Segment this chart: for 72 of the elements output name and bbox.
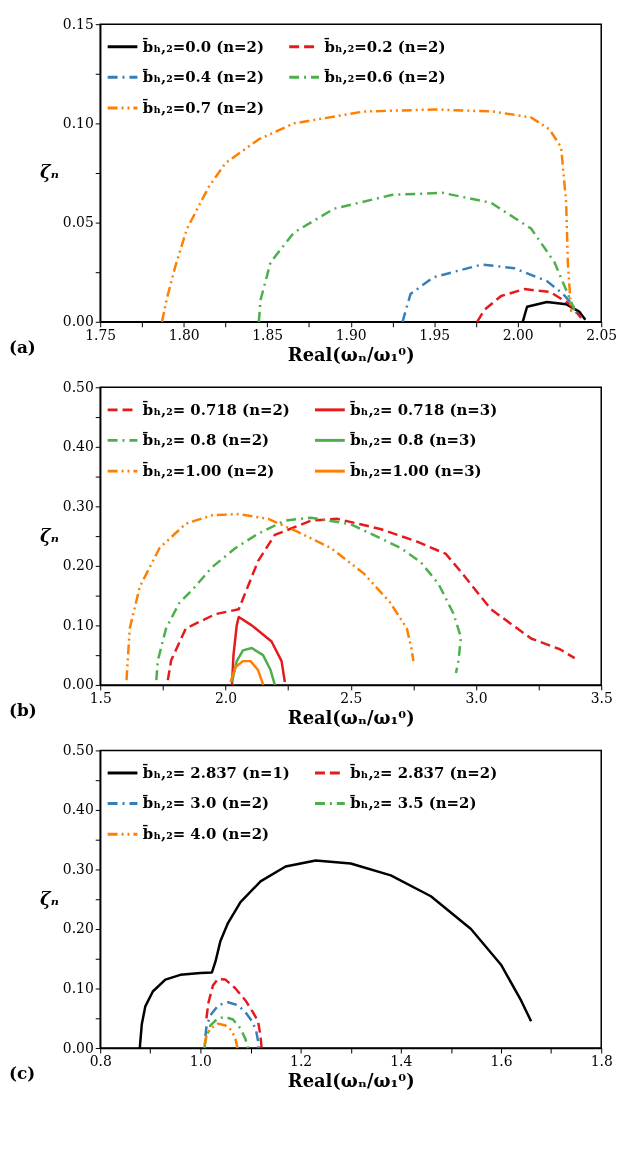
line-series	[205, 977, 263, 1050]
x-tick-label: 1.2	[290, 1053, 313, 1070]
y-tick-label: 0.05	[62, 214, 94, 231]
y-tick-label: 0.00	[62, 313, 94, 330]
y-tick-label: 0.30	[62, 497, 94, 514]
x-tick-label: 3.5	[590, 690, 613, 707]
legend-label: b̄ₕ,₂= 0.718 (n=2)	[141, 400, 290, 419]
y-axis-title: ζₙ	[40, 887, 59, 909]
text: (a)	[8, 336, 36, 357]
line-series	[230, 646, 277, 687]
x-tick-label: 1.85	[252, 327, 284, 344]
legend-label: b̄ₕ,₂= 0.8 (n=2)	[141, 430, 270, 450]
x-tick-label: 1.6	[490, 1053, 513, 1070]
y-tick-label: 0.40	[62, 801, 94, 818]
y-axis-title: ζₙ	[40, 161, 59, 183]
text: (b)	[8, 699, 37, 720]
legend-label: b̄ₕ,₂= 3.0 (n=2)	[141, 793, 270, 813]
y-tick-label: 0.30	[62, 860, 94, 877]
x-tick-label: 1.5	[89, 690, 112, 707]
legend-label: b̄ₕ,₂=1.00 (n=3)	[349, 461, 482, 481]
line-series	[257, 191, 576, 324]
line-series	[166, 517, 576, 682]
legend-label: b̄ₕ,₂= 2.837 (n=2)	[349, 763, 498, 782]
x-tick-label: 2.00	[502, 327, 534, 344]
x-tick-label: 2.0	[214, 690, 237, 707]
legend-label: b̄ₕ,₂=0.6 (n=2)	[323, 67, 446, 87]
y-tick-label: 0.20	[62, 557, 94, 574]
legend-label: b̄ₕ,₂=0.4 (n=2)	[141, 67, 264, 87]
y-tick-label: 0.10	[62, 979, 94, 996]
x-axis-title: Real(ωₙ/ω₁⁰)	[287, 344, 415, 365]
x-tick-label: 2.05	[586, 327, 618, 344]
x-tick-label: 1.95	[419, 327, 451, 344]
y-tick-label: 0.00	[62, 1039, 94, 1056]
legend-label: b̄ₕ,₂=0.2 (n=2)	[323, 37, 446, 56]
line-series	[203, 1015, 250, 1050]
y-tick-label: 0.40	[62, 438, 94, 455]
x-tick-label: 1.4	[390, 1053, 413, 1070]
x-tick-label: 1.90	[335, 327, 367, 344]
line-series	[155, 516, 463, 682]
x-tick-label: 1.75	[85, 327, 117, 344]
y-tick-label: 0.50	[62, 378, 94, 395]
x-tick-label: 1.80	[168, 327, 200, 344]
x-axis-title: Real(ωₙ/ω₁⁰)	[287, 1070, 415, 1092]
x-tick-label: 1.8	[590, 1053, 613, 1070]
y-axis-title: ζₙ	[40, 524, 59, 546]
line-series	[204, 1000, 260, 1050]
y-tick-label: 0.10	[62, 114, 94, 131]
line-series	[203, 1022, 239, 1050]
y-tick-label: 0.00	[62, 676, 94, 693]
x-tick-label: 1.0	[189, 1053, 212, 1070]
x-tick-label: 3.0	[465, 690, 488, 707]
legend-label: b̄ₕ,₂=0.0 (n=2)	[141, 37, 264, 56]
y-tick-label: 0.50	[62, 741, 94, 758]
line-series	[401, 263, 578, 324]
x-tick-label: 0.8	[89, 1053, 112, 1070]
y-tick-label: 0.15	[62, 15, 94, 32]
line-series	[475, 287, 583, 324]
legend-label: b̄ₕ,₂= 0.8 (n=3)	[349, 430, 477, 450]
x-axis-title: Real(ωₙ/ω₁⁰)	[287, 707, 415, 729]
legend-label: b̄ₕ,₂= 3.5 (n=2)	[349, 793, 477, 813]
line-series	[229, 659, 265, 687]
y-tick-label: 0.10	[62, 616, 94, 633]
legend-label: b̄ₕ,₂=0.7 (n=2)	[141, 98, 264, 117]
legend-label: b̄ₕ,₂=1.00 (n=2)	[141, 461, 275, 481]
legend-label: b̄ₕ,₂= 0.718 (n=3)	[349, 400, 498, 419]
line-series	[230, 615, 287, 687]
y-tick-label: 0.20	[62, 920, 94, 937]
x-tick-label: 2.5	[340, 690, 363, 707]
line-series	[125, 512, 415, 682]
legend-label: b̄ₕ,₂= 4.0 (n=2)	[141, 824, 270, 844]
legend-label: b̄ₕ,₂= 2.837 (n=1)	[141, 763, 290, 782]
text: (c)	[8, 1062, 36, 1083]
